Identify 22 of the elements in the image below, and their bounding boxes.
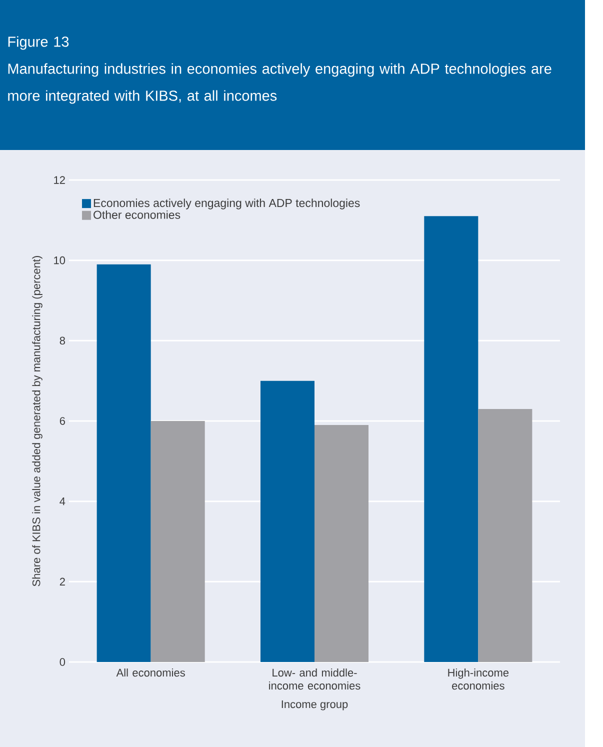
y-tick-label: 4 xyxy=(60,498,66,506)
y-tick-label: 12 xyxy=(54,176,65,184)
bar xyxy=(478,408,532,662)
y-axis-title: Share of KIBS in value added generated by manufacturing (percent) xyxy=(32,256,42,586)
chart-title: Figure 13 xyxy=(8,36,69,50)
x-axis-title: Income group xyxy=(282,700,348,710)
y-tick-label: 6 xyxy=(60,417,65,425)
bar xyxy=(424,216,478,662)
y-tick-label: 0 xyxy=(60,658,66,666)
y-tick-label: 2 xyxy=(60,578,65,586)
chart-subtitle: Manufacturing industries in economies actively engaging with ADP technologies are more integrated with KIBS, at all incomes xyxy=(8,63,552,104)
bar xyxy=(96,264,151,662)
bar xyxy=(150,420,205,662)
y-tick-label: 8 xyxy=(60,336,65,345)
legend-label: Economies actively engaging with ADP technologies xyxy=(94,198,360,210)
x-tick-label: High-income economies xyxy=(448,668,509,690)
legend-label: Other economies xyxy=(94,210,180,219)
x-tick-label: All economies xyxy=(116,668,185,677)
bar xyxy=(314,425,369,662)
x-tick-label: Low- and middle-income economies xyxy=(269,668,360,690)
y-tick-label: 10 xyxy=(54,256,66,264)
bar xyxy=(260,380,314,662)
